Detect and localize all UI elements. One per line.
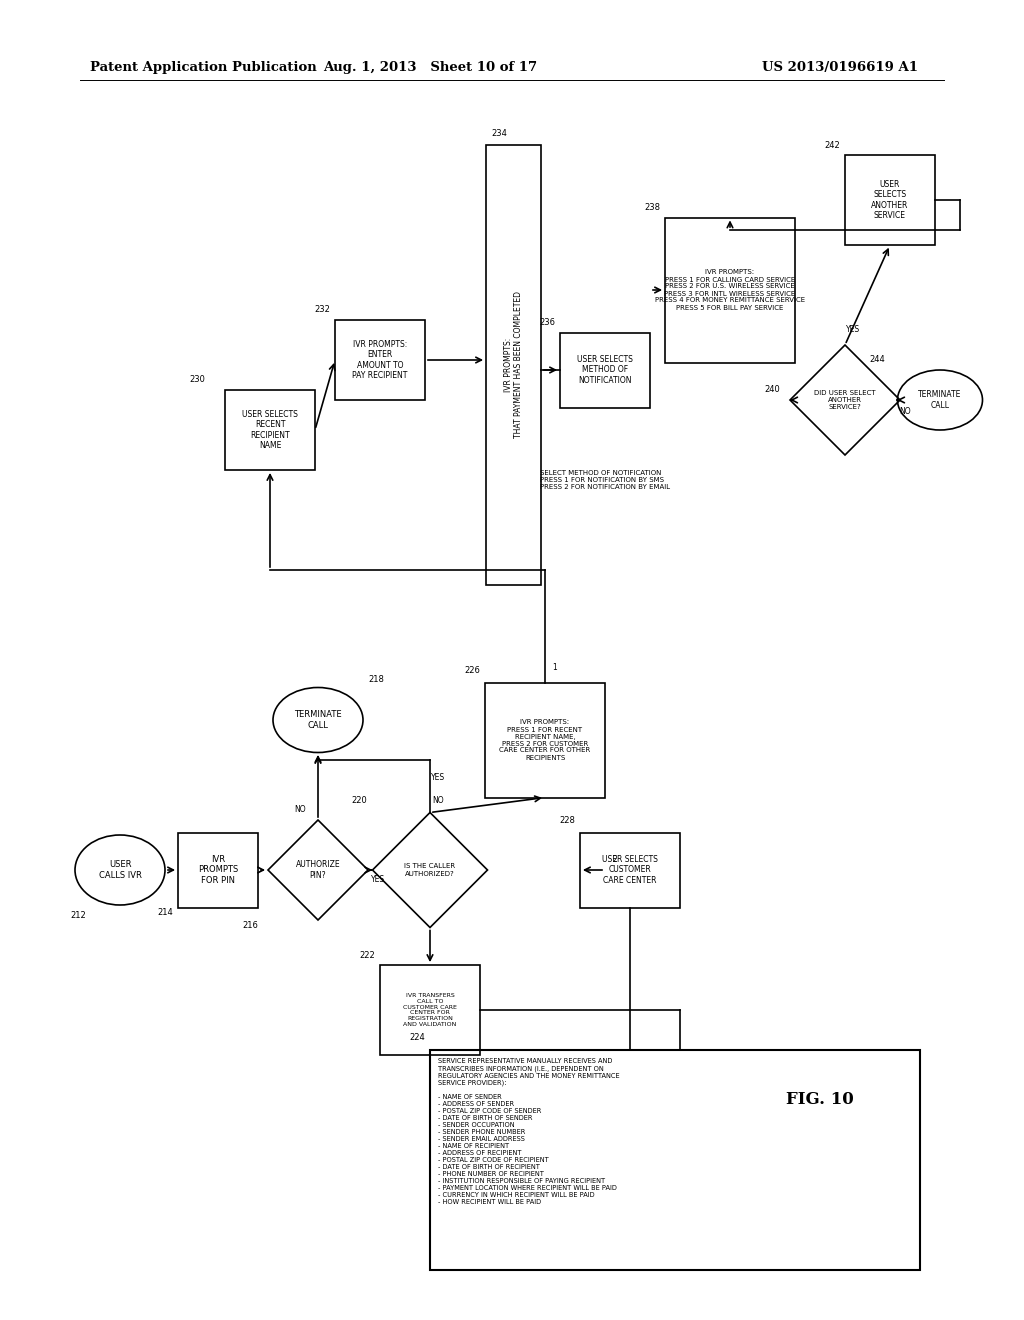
Text: 242: 242: [824, 140, 840, 149]
Bar: [486, 145, 541, 585]
Text: IS THE CALLER
AUTHORIZED?: IS THE CALLER AUTHORIZED?: [404, 863, 456, 876]
Text: Aug. 1, 2013   Sheet 10 of 17: Aug. 1, 2013 Sheet 10 of 17: [323, 62, 537, 74]
Bar: [335, 319, 425, 400]
Text: SELECT METHOD OF NOTIFICATION
PRESS 1 FOR NOTIFICATION BY SMS
PRESS 2 FOR NOTIFI: SELECT METHOD OF NOTIFICATION PRESS 1 FO…: [540, 470, 670, 490]
Text: 232: 232: [314, 305, 330, 314]
Bar: [380, 965, 480, 1055]
Text: FIG. 10: FIG. 10: [786, 1092, 854, 1109]
Text: IVR PROMPTS:
THAT PAYMENT HAS BEEN COMPLETED: IVR PROMPTS: THAT PAYMENT HAS BEEN COMPL…: [504, 292, 523, 438]
Text: IVR TRANSFERS
CALL TO
CUSTOMER CARE
CENTER FOR
REGISTRATION
AND VALIDATION: IVR TRANSFERS CALL TO CUSTOMER CARE CENT…: [403, 993, 457, 1027]
Text: NO: NO: [899, 408, 910, 417]
Bar: [178, 833, 258, 908]
Bar: [485, 682, 605, 797]
Text: IVR PROMPTS:
PRESS 1 FOR CALLING CARD SERVICE
PRESS 2 FOR U.S. WIRELESS SERVICE
: IVR PROMPTS: PRESS 1 FOR CALLING CARD SE…: [655, 269, 805, 310]
Text: 222: 222: [359, 950, 375, 960]
Text: TERMINATE
CALL: TERMINATE CALL: [294, 710, 342, 730]
Text: 224: 224: [410, 1034, 425, 1043]
Text: 212: 212: [70, 911, 86, 920]
Text: IVR PROMPTS:
ENTER
AMOUNT TO
PAY RECIPIENT: IVR PROMPTS: ENTER AMOUNT TO PAY RECIPIE…: [352, 339, 408, 380]
Text: NO: NO: [294, 805, 306, 814]
Text: Patent Application Publication: Patent Application Publication: [90, 62, 316, 74]
Bar: [580, 833, 680, 908]
Text: 220: 220: [352, 796, 368, 805]
Bar: [225, 389, 315, 470]
Text: USER SELECTS
RECENT
RECIPIENT
NAME: USER SELECTS RECENT RECIPIENT NAME: [242, 411, 298, 450]
Text: 240: 240: [764, 385, 780, 395]
Text: YES: YES: [431, 774, 445, 781]
Text: 228: 228: [559, 816, 575, 825]
Bar: [845, 154, 935, 246]
Text: AUTHORIZE
PIN?: AUTHORIZE PIN?: [296, 861, 340, 879]
Text: TERMINATE
CALL: TERMINATE CALL: [919, 391, 962, 409]
Text: 238: 238: [644, 203, 660, 213]
Text: US 2013/0196619 A1: US 2013/0196619 A1: [762, 62, 918, 74]
Text: 236: 236: [539, 318, 555, 327]
Text: 244: 244: [869, 355, 885, 364]
Text: IVR PROMPTS:
PRESS 1 FOR RECENT
RECIPIENT NAME,
PRESS 2 FOR CUSTOMER
CARE CENTER: IVR PROMPTS: PRESS 1 FOR RECENT RECIPIEN…: [500, 719, 591, 760]
Text: 226: 226: [464, 667, 480, 675]
Text: USER
CALLS IVR: USER CALLS IVR: [98, 861, 141, 879]
Text: 214: 214: [158, 908, 173, 917]
Text: 1: 1: [553, 663, 557, 672]
Text: USER SELECTS
CUSTOMER
CARE CENTER: USER SELECTS CUSTOMER CARE CENTER: [602, 855, 658, 884]
Text: 218: 218: [368, 676, 384, 685]
Text: USER
SELECTS
ANOTHER
SERVICE: USER SELECTS ANOTHER SERVICE: [871, 180, 908, 220]
Text: SERVICE REPRESENTATIVE MANUALLY RECEIVES AND
TRANSCRIBES INFORMATION (I.E., DEPE: SERVICE REPRESENTATIVE MANUALLY RECEIVES…: [438, 1059, 620, 1205]
Bar: [665, 218, 795, 363]
Text: USER SELECTS
METHOD OF
NOTIFICATION: USER SELECTS METHOD OF NOTIFICATION: [578, 355, 633, 385]
Text: IVR
PROMPTS
FOR PIN: IVR PROMPTS FOR PIN: [198, 855, 239, 884]
Text: NO: NO: [432, 796, 443, 805]
Text: 234: 234: [490, 128, 507, 137]
Text: 216: 216: [242, 920, 258, 929]
Text: 230: 230: [189, 375, 205, 384]
Text: 2: 2: [612, 855, 617, 865]
Bar: [430, 1049, 920, 1270]
Text: YES: YES: [846, 326, 860, 334]
Text: DID USER SELECT
ANOTHER
SERVICE?: DID USER SELECT ANOTHER SERVICE?: [814, 389, 876, 411]
Text: YES: YES: [371, 875, 385, 884]
Bar: [560, 333, 650, 408]
